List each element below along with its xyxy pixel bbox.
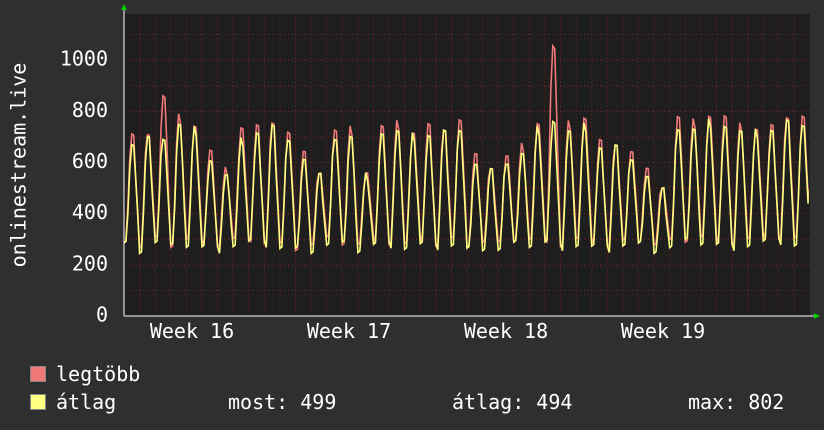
legend-avg: átlag most: 499 átlag: 494 max: 802	[30, 390, 810, 414]
x-tick-label: Week 16	[150, 319, 234, 343]
legend-max-label: legtöbb	[56, 362, 141, 386]
y-tick-label: 600	[72, 149, 108, 173]
legend-max: legtöbb	[30, 362, 140, 386]
legend-avg-label: átlag	[56, 390, 117, 414]
stat-max: max: 802	[688, 390, 785, 414]
y-tick-label: 800	[72, 98, 108, 122]
chart: 0 200 400 600 800 1000 Week 16 Week 17 Week 18 We…	[7, 4, 820, 343]
x-axis-arrow	[814, 313, 820, 319]
x-tick-label: Week 17	[307, 319, 391, 343]
tick-labels: 0 200 400 600 800 1000 Week 16 Week 17 Week 18 We…	[60, 47, 705, 343]
x-tick-label: Week 19	[621, 319, 705, 343]
y-tick-label: 1000	[60, 47, 108, 71]
y-tick-label: 400	[72, 200, 108, 224]
stat-avg: átlag: 494	[452, 390, 573, 414]
x-tick-label: Week 18	[464, 319, 548, 343]
y-tick-label: 0	[96, 303, 108, 327]
y-tick-label: 200	[72, 251, 108, 275]
y-axis-label: onlinestream.live	[7, 63, 31, 268]
legend-avg-swatch	[30, 394, 46, 410]
axes	[121, 4, 820, 319]
series-layer	[123, 43, 809, 255]
series-line-avg	[123, 118, 809, 255]
legend-max-swatch	[30, 366, 46, 382]
y-axis-arrow	[121, 4, 127, 10]
stat-now: most: 499	[228, 390, 337, 414]
